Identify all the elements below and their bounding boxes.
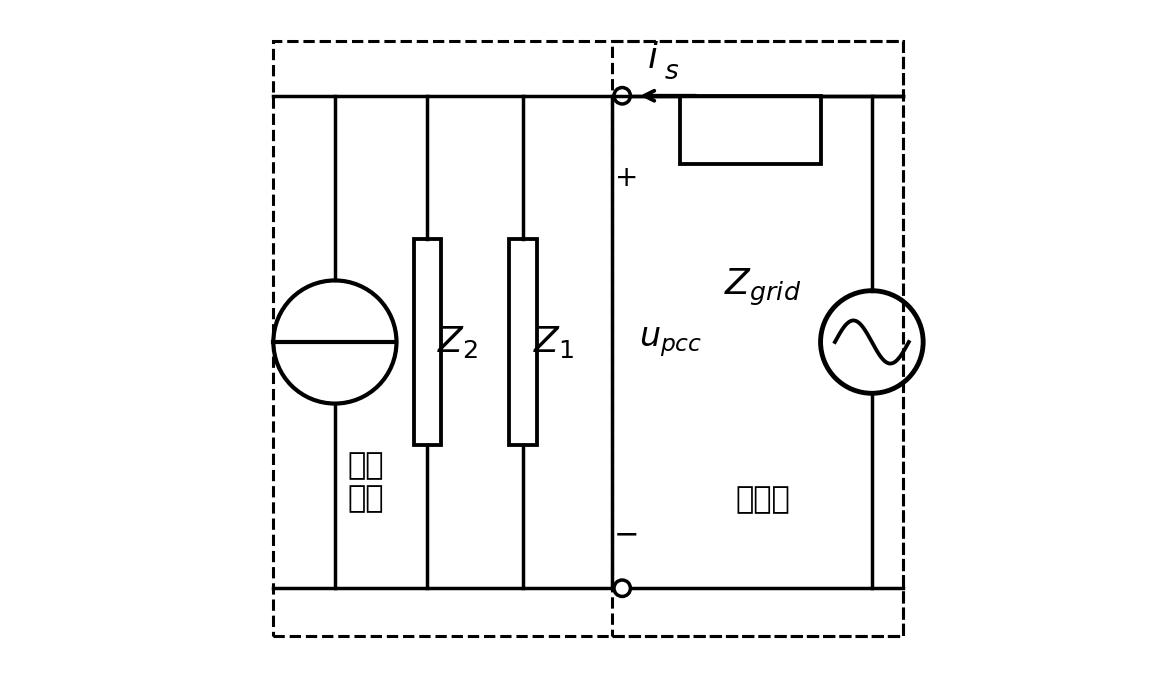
Text: $s$: $s$ xyxy=(664,60,679,84)
Text: $Z_2$: $Z_2$ xyxy=(437,324,479,360)
Text: $Z_{grid}$: $Z_{grid}$ xyxy=(724,267,801,308)
Text: $u_{pcc}$: $u_{pcc}$ xyxy=(640,325,702,359)
Text: $-$: $-$ xyxy=(614,519,637,548)
Text: $+$: $+$ xyxy=(614,164,637,192)
Text: $i$: $i$ xyxy=(647,41,659,75)
Text: $Z_1$: $Z_1$ xyxy=(533,324,574,360)
Text: 双馈
风机: 双馈 风机 xyxy=(347,451,383,514)
Text: 弱电网: 弱电网 xyxy=(735,485,790,514)
